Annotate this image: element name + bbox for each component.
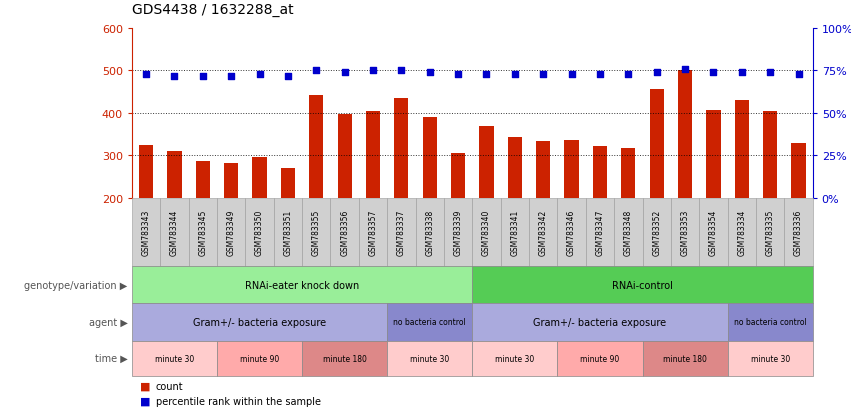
- Text: minute 90: minute 90: [240, 354, 279, 363]
- Point: [310, 68, 323, 74]
- Bar: [706, 111, 721, 198]
- Text: minute 30: minute 30: [155, 354, 194, 363]
- Bar: [649, 90, 664, 198]
- Text: GSM783339: GSM783339: [454, 209, 463, 256]
- Point: [140, 71, 153, 78]
- Text: GSM783350: GSM783350: [255, 209, 264, 256]
- Text: GSM783336: GSM783336: [794, 209, 803, 256]
- Point: [621, 71, 635, 78]
- Bar: [479, 127, 494, 198]
- Text: GSM783356: GSM783356: [340, 209, 349, 256]
- Text: GSM783355: GSM783355: [311, 209, 321, 256]
- Point: [706, 70, 720, 76]
- Text: time ▶: time ▶: [95, 353, 128, 363]
- Text: minute 30: minute 30: [751, 354, 790, 363]
- Text: GSM783341: GSM783341: [511, 209, 519, 255]
- Text: minute 180: minute 180: [323, 354, 367, 363]
- Text: count: count: [156, 381, 183, 391]
- Bar: [196, 161, 210, 198]
- Bar: [168, 151, 181, 198]
- Text: GSM783338: GSM783338: [426, 209, 434, 255]
- Text: no bacteria control: no bacteria control: [734, 318, 807, 327]
- Point: [536, 71, 550, 78]
- Text: GSM783340: GSM783340: [482, 209, 491, 256]
- Bar: [621, 148, 636, 198]
- Bar: [678, 71, 692, 198]
- Bar: [224, 164, 238, 198]
- Text: RNAi-eater knock down: RNAi-eater knock down: [245, 280, 359, 290]
- Point: [366, 68, 380, 74]
- Point: [508, 71, 522, 78]
- Text: percentile rank within the sample: percentile rank within the sample: [156, 396, 321, 406]
- Text: agent ▶: agent ▶: [89, 317, 128, 327]
- Text: ■: ■: [140, 381, 151, 391]
- Text: GSM783354: GSM783354: [709, 209, 718, 256]
- Bar: [763, 112, 777, 198]
- Bar: [564, 141, 579, 198]
- Text: GSM783343: GSM783343: [141, 209, 151, 256]
- Text: Gram+/- bacteria exposure: Gram+/- bacteria exposure: [193, 317, 326, 327]
- Bar: [593, 147, 607, 198]
- Text: minute 30: minute 30: [495, 354, 534, 363]
- Point: [395, 68, 408, 74]
- Point: [791, 71, 805, 78]
- Text: GSM783349: GSM783349: [226, 209, 236, 256]
- Bar: [309, 95, 323, 198]
- Text: no bacteria control: no bacteria control: [393, 318, 466, 327]
- Text: GSM783346: GSM783346: [567, 209, 576, 256]
- Bar: [734, 101, 749, 198]
- Point: [196, 73, 209, 80]
- Text: GDS4438 / 1632288_at: GDS4438 / 1632288_at: [132, 2, 294, 17]
- Text: Gram+/- bacteria exposure: Gram+/- bacteria exposure: [534, 317, 666, 327]
- Bar: [281, 169, 295, 198]
- Point: [225, 73, 238, 80]
- Point: [565, 71, 579, 78]
- Bar: [423, 118, 437, 198]
- Bar: [536, 142, 551, 198]
- Bar: [791, 144, 806, 198]
- Text: GSM783352: GSM783352: [652, 209, 661, 255]
- Point: [338, 70, 351, 76]
- Point: [650, 70, 664, 76]
- Bar: [253, 158, 266, 198]
- Text: GSM783357: GSM783357: [368, 209, 378, 256]
- Point: [168, 73, 181, 80]
- Text: RNAi-control: RNAi-control: [612, 280, 673, 290]
- Bar: [394, 99, 408, 198]
- Point: [423, 70, 437, 76]
- Text: GSM783345: GSM783345: [198, 209, 208, 256]
- Text: GSM783342: GSM783342: [539, 209, 548, 255]
- Point: [480, 71, 494, 78]
- Point: [451, 71, 465, 78]
- Text: GSM783347: GSM783347: [596, 209, 604, 256]
- Text: GSM783337: GSM783337: [397, 209, 406, 256]
- Point: [763, 70, 777, 76]
- Bar: [451, 154, 465, 198]
- Text: minute 90: minute 90: [580, 354, 620, 363]
- Bar: [508, 137, 522, 198]
- Text: GSM783353: GSM783353: [681, 209, 689, 256]
- Text: ■: ■: [140, 396, 151, 406]
- Point: [593, 71, 607, 78]
- Text: minute 180: minute 180: [663, 354, 707, 363]
- Text: GSM783348: GSM783348: [624, 209, 633, 255]
- Text: GSM783335: GSM783335: [766, 209, 774, 256]
- Point: [253, 71, 266, 78]
- Point: [678, 66, 692, 73]
- Bar: [366, 112, 380, 198]
- Text: minute 30: minute 30: [410, 354, 449, 363]
- Bar: [139, 145, 153, 198]
- Text: genotype/variation ▶: genotype/variation ▶: [25, 280, 128, 290]
- Text: GSM783334: GSM783334: [737, 209, 746, 256]
- Point: [735, 70, 749, 76]
- Text: GSM783344: GSM783344: [170, 209, 179, 256]
- Text: GSM783351: GSM783351: [283, 209, 293, 255]
- Bar: [338, 114, 351, 198]
- Point: [281, 73, 294, 80]
